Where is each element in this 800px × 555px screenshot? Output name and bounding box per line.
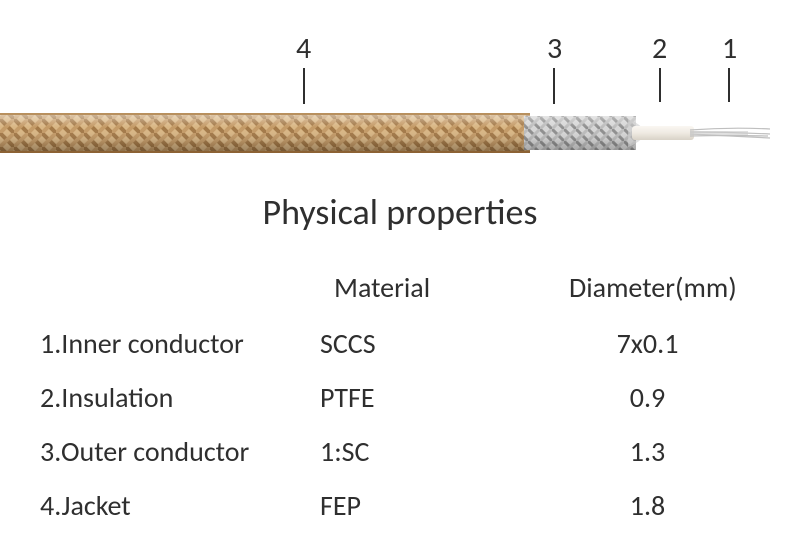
label-2: 2	[652, 30, 667, 67]
tick-1	[728, 68, 730, 102]
row-diameter: 1.3	[535, 434, 760, 469]
row-diameter: 0.9	[535, 380, 760, 415]
row-material: PTFE	[320, 380, 535, 415]
table-row: 1.Inner conductor SCCS 7x0.1	[40, 316, 760, 370]
row-diameter: 7x0.1	[535, 326, 760, 361]
tick-3	[553, 68, 555, 104]
properties-table: Material Diameter(mm) 1.Inner conductor …	[40, 258, 760, 532]
table-header: Material Diameter(mm)	[40, 258, 760, 316]
row-material: SCCS	[320, 326, 535, 361]
row-name: 1.Inner conductor	[40, 326, 320, 361]
row-material: FEP	[320, 488, 535, 523]
cable-diagram	[0, 105, 800, 161]
header-material: Material	[320, 270, 535, 305]
row-diameter: 1.8	[535, 488, 760, 523]
label-1: 1	[722, 30, 737, 67]
row-name: 4.Jacket	[40, 488, 320, 523]
row-name: 2.Insulation	[40, 380, 320, 415]
tick-4	[303, 68, 305, 104]
tick-2	[659, 68, 661, 102]
table-row: 3.Outer conductor 1:SC 1.3	[40, 424, 760, 478]
section-title: Physical properties	[0, 190, 800, 234]
label-3: 3	[547, 30, 562, 67]
callout-labels: 4 3 2 1	[0, 0, 800, 60]
row-material: 1:SC	[320, 434, 535, 469]
table-row: 2.Insulation PTFE 0.9	[40, 370, 760, 424]
label-4: 4	[296, 30, 311, 67]
row-name: 3.Outer conductor	[40, 434, 320, 469]
table-row: 4.Jacket FEP 1.8	[40, 478, 760, 532]
header-diameter: Diameter(mm)	[535, 270, 760, 305]
